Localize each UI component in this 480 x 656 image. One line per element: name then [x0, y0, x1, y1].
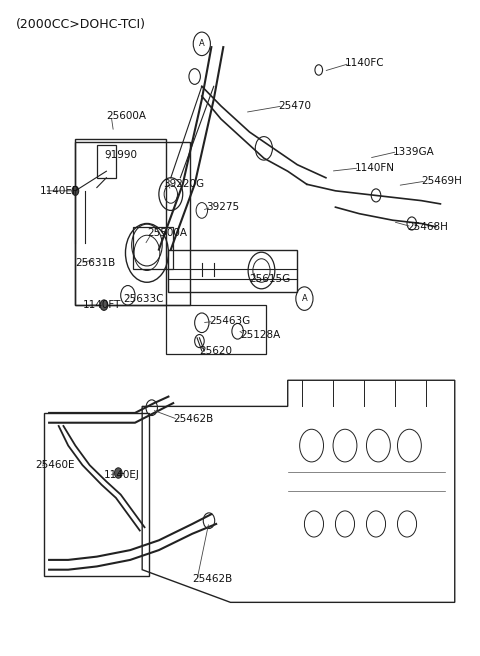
Text: 39220G: 39220G [164, 179, 205, 190]
Text: 1140EJ: 1140EJ [104, 470, 140, 480]
Text: 1140FC: 1140FC [345, 58, 384, 68]
Text: 25620: 25620 [199, 346, 232, 356]
Bar [75, 142, 190, 305]
Text: 25462B: 25462B [173, 415, 214, 424]
Text: 1140FT: 1140FT [83, 300, 121, 310]
Text: 1140FN: 1140FN [355, 163, 395, 173]
Text: 25470: 25470 [278, 101, 311, 111]
Text: 25463G: 25463G [209, 316, 250, 327]
Text: (2000CC>DOHC-TCI): (2000CC>DOHC-TCI) [16, 18, 146, 31]
Text: 91990: 91990 [104, 150, 137, 160]
Text: 25500A: 25500A [147, 228, 187, 238]
Text: 25600A: 25600A [107, 111, 146, 121]
Text: 25460E: 25460E [35, 460, 74, 470]
Text: 25615G: 25615G [250, 274, 291, 284]
Text: 25631B: 25631B [75, 258, 116, 268]
Text: 25468H: 25468H [407, 222, 448, 232]
Text: A: A [199, 39, 204, 49]
Circle shape [115, 468, 122, 478]
Circle shape [100, 300, 108, 310]
Text: 25462B: 25462B [192, 575, 232, 584]
Text: 39275: 39275 [206, 202, 240, 212]
Text: 25469H: 25469H [421, 176, 462, 186]
Text: 1339GA: 1339GA [393, 147, 434, 157]
Text: 25633C: 25633C [123, 294, 164, 304]
Text: 25128A: 25128A [240, 329, 280, 340]
Text: 1140EP: 1140EP [39, 186, 79, 196]
Bar [132, 227, 173, 269]
Bar [97, 145, 116, 178]
Text: A: A [301, 294, 307, 303]
Circle shape [72, 186, 79, 195]
